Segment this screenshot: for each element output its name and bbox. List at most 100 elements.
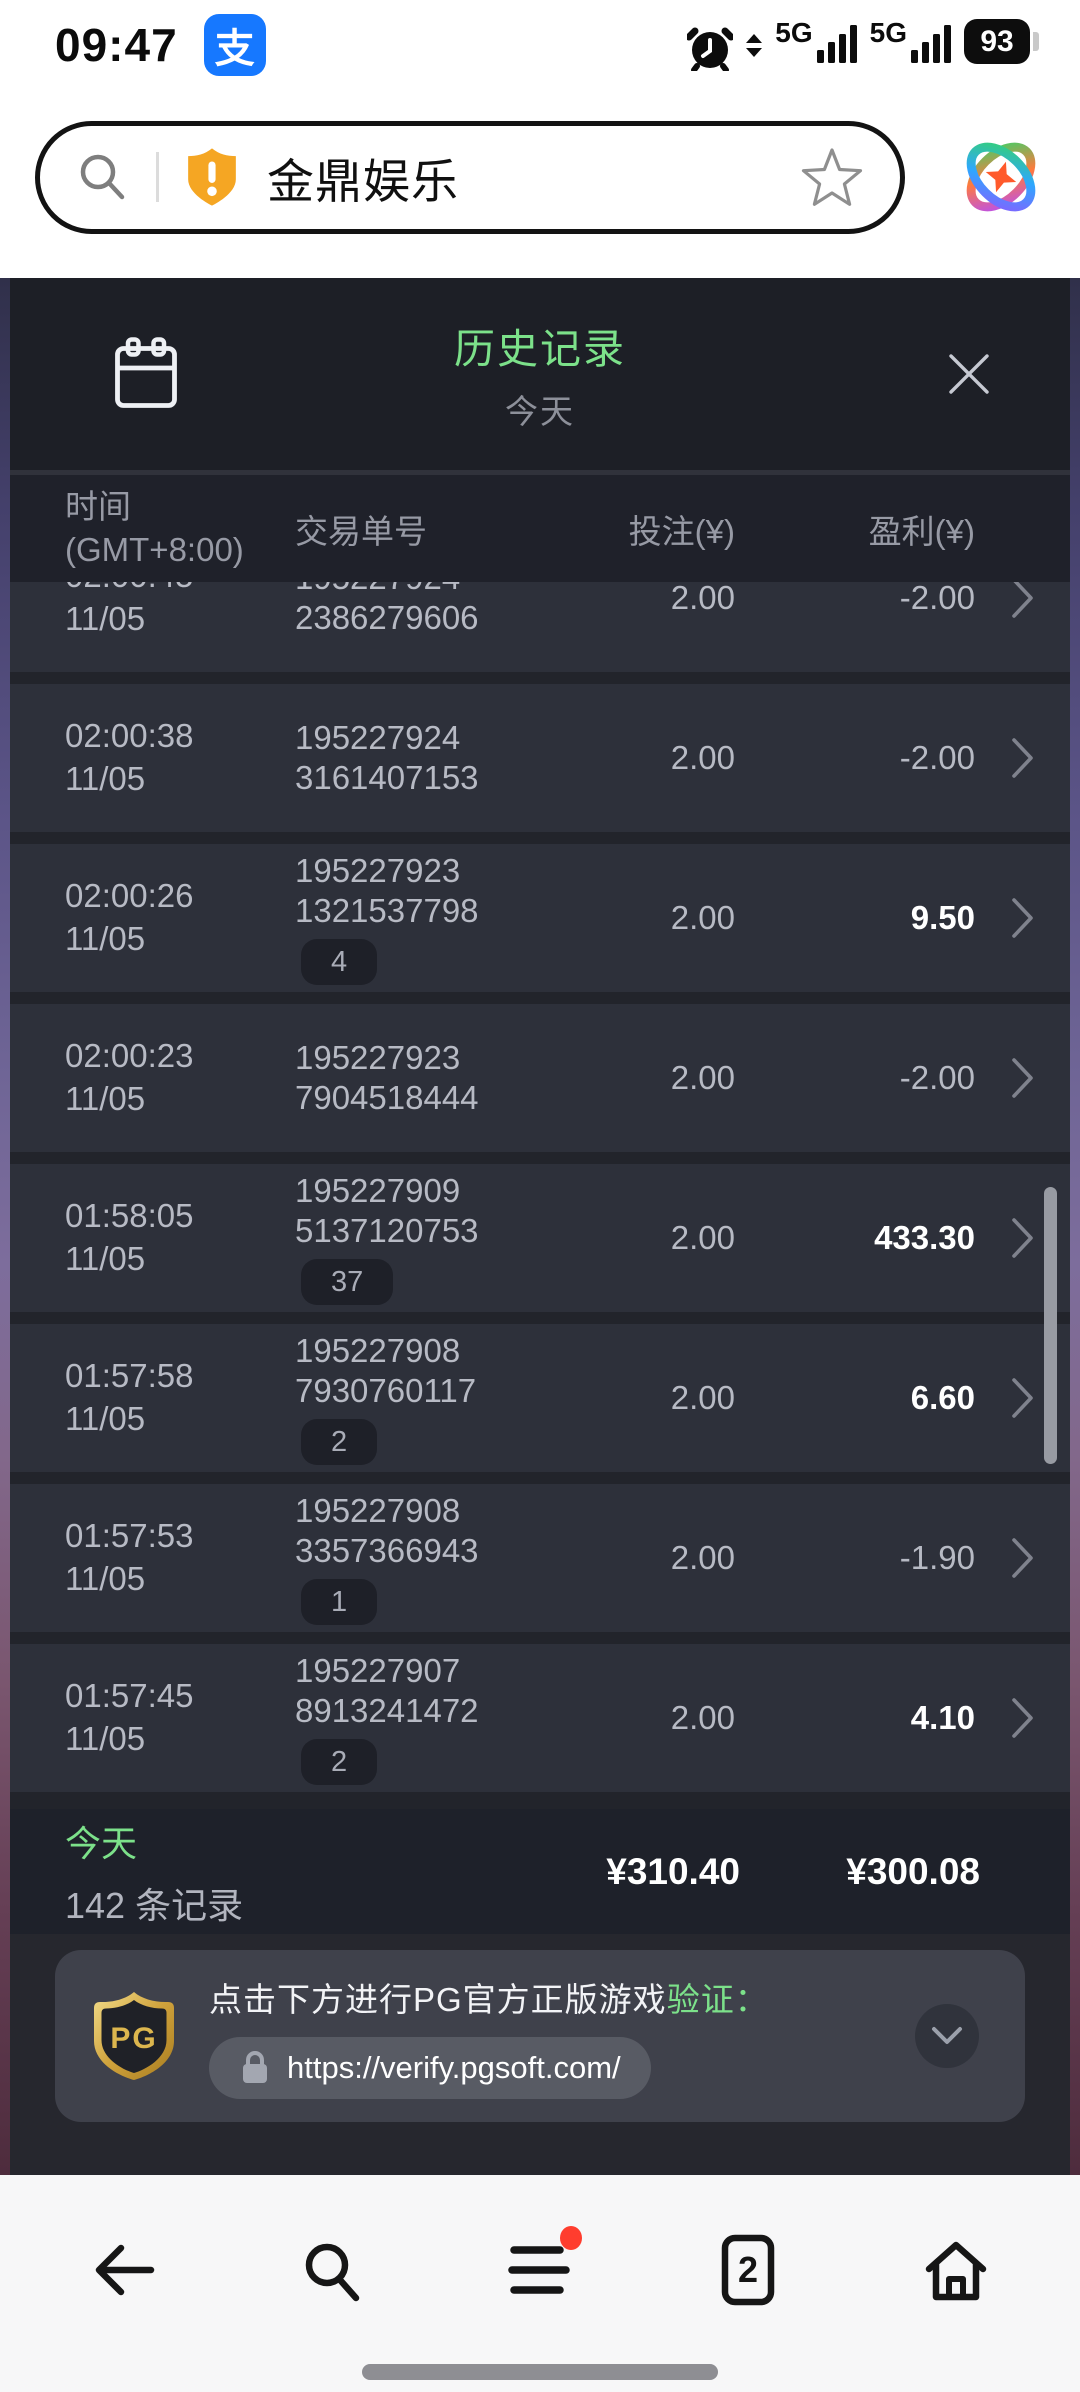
back-button[interactable] [88,2234,160,2306]
verify-url-chip[interactable]: https://verify.pgsoft.com/ [209,2037,651,2099]
row-time: 01:57:45 11/05 [65,1677,194,1757]
row-bet-amount: 2.00 [670,1539,735,1576]
summary-bar: 今天 142 条记录 ¥310.40 ¥300.08 [10,1809,1070,1934]
search-icon [76,150,130,204]
row-profit-amount: 4.10 [910,1699,975,1736]
browser-bottom-nav: 2 [0,2175,1080,2392]
alarm-icon [687,25,734,71]
pg-banner-text: 点击下方进行PG官方正版游戏验证： [209,1981,769,2018]
col-header-order: 交易单号 [295,512,427,550]
bookmark-star-icon[interactable] [800,146,864,208]
signal-1-icon: 5G [775,17,857,63]
verify-link[interactable]: 验证： [666,1981,769,2018]
table-column-headers: 时间 (GMT+8:00) 交易单号 投注(¥) 盈利(¥) [10,475,1070,582]
row-order-number: 195227908 3357366943 1 [295,1491,615,1626]
clock-time: 09:47 [55,19,178,71]
chevron-right-icon [1010,735,1036,781]
table-row[interactable]: 01:58:05 11/05 195227909 5137120753 37 2.0… [10,1164,1070,1312]
page-title-query[interactable]: 金鼎娱乐 [267,154,459,208]
col-header-time: 时间 (GMT+8:00) [65,488,244,568]
table-row[interactable]: 02:00:26 11/05 195227923 1321537798 4 2.00… [10,844,1070,992]
row-time: 02:00:23 11/05 [65,1037,194,1117]
chevron-right-icon [1010,582,1036,621]
row-profit-amount: -2.00 [899,1059,975,1096]
tabs-button[interactable]: 2 [712,2234,784,2306]
table-row[interactable]: 02:00:38 11/05 195227924 3161407153 2.00 -… [10,684,1070,832]
row-profit-amount: 433.30 [874,1219,975,1256]
table-row[interactable]: 01:57:58 11/05 195227908 7930760117 2 2.00… [10,1324,1070,1472]
banner-collapse-button[interactable] [915,2004,979,2068]
alipay-icon: 支 [203,14,266,76]
chevron-right-icon [1010,1535,1036,1581]
search-nav-button[interactable] [296,2234,368,2306]
header-divider [10,470,1070,475]
row-order-number: 195227908 7930760117 2 [295,1331,615,1466]
browser-toolbar: 金鼎娱乐 [0,90,1080,278]
scrollbar-thumb[interactable] [1044,1187,1057,1464]
summary-bet-total: ¥310.40 [606,1850,740,1892]
row-profit-amount: -2.00 [899,582,975,616]
summary-record-count: 142 条记录 [65,1884,244,1926]
status-icons: 5G 5G 93 [687,17,1039,71]
modal-subtitle: 今天 [505,393,575,430]
round-count-badge: 2 [301,1419,378,1466]
summary-profit-total: ¥300.08 [846,1850,980,1892]
menu-button[interactable] [504,2225,582,2306]
row-order-number: 195227923 1321537798 4 [295,851,615,986]
row-order-number: 195227924 3161407153 [295,718,479,796]
round-count-badge: 2 [301,1739,378,1786]
svg-text:PG: PG [110,2022,157,2055]
calendar-icon[interactable] [110,336,182,412]
chevron-right-icon [1010,1375,1036,1421]
chevron-right-icon [1010,1215,1036,1261]
row-profit-amount: -1.90 [899,1539,975,1576]
pg-shield-logo-icon: PG [89,1989,179,2083]
row-bet-amount: 2.00 [670,582,735,616]
browser-logo-icon[interactable] [949,125,1053,229]
home-button[interactable] [920,2234,992,2306]
row-profit-amount: -2.00 [899,739,975,776]
verify-url: https://verify.pgsoft.com/ [287,2050,621,2085]
row-profit-amount: 6.60 [910,1379,975,1416]
row-profit-amount: 9.50 [910,899,975,936]
table-row[interactable]: 02:00:23 11/05 195227923 7904518444 2.00 -… [10,1004,1070,1152]
row-order-number: 195227923 7904518444 [295,1038,479,1116]
network-arrows-icon [746,34,763,57]
close-icon[interactable] [940,345,998,403]
page-background: 历史记录 今天 时间 (GMT+8:00) 交易单号 投注(¥) 盈利(¥) [0,278,1080,2175]
status-bar: 09:47 支 5G 5G 93 [0,0,1080,90]
tab-count: 2 [737,2248,759,2290]
history-modal: 历史记录 今天 时间 (GMT+8:00) 交易单号 投注(¥) 盈利(¥) [10,278,1070,2175]
modal-footer: PG 点击下方进行PG官方正版游戏验证： https://verify.pgso… [10,1934,1070,2175]
row-time: 01:57:58 11/05 [65,1357,194,1437]
row-bet-amount: 2.00 [670,1379,735,1416]
col-header-profit: 盈利(¥) [868,512,975,550]
col-header-bet: 投注(¥) [628,512,735,550]
chevron-right-icon [1010,1055,1036,1101]
table-row[interactable]: 01:57:53 11/05 195227908 3357366943 1 2.00… [10,1484,1070,1632]
round-count-badge: 37 [301,1259,394,1306]
row-bet-amount: 2.00 [670,899,735,936]
row-time: 01:58:05 11/05 [65,1197,194,1277]
row-time: 01:57:53 11/05 [65,1517,194,1597]
row-bet-amount: 2.00 [670,739,735,776]
row-bet-amount: 2.00 [670,1699,735,1736]
home-indicator-bar[interactable] [362,2364,718,2380]
table-row[interactable]: 01:57:45 11/05 195227907 8913241472 2 2.00… [10,1644,1070,1792]
battery-indicator: 93 [964,19,1039,64]
address-bar-divider [156,152,159,202]
row-order-number: 1952279242386279606 [295,582,479,636]
modal-header: 历史记录 今天 [10,278,1070,470]
address-bar[interactable]: 金鼎娱乐 [35,120,905,234]
modal-title: 历史记录 [454,326,626,372]
row-time: 02:00:38 11/05 [65,717,194,797]
site-warning-shield-icon[interactable] [183,146,241,208]
pg-verify-banner[interactable]: PG 点击下方进行PG官方正版游戏验证： https://verify.pgso… [55,1950,1025,2122]
row-bet-amount: 2.00 [670,1059,735,1096]
row-order-number: 195227907 8913241472 2 [295,1651,615,1786]
lock-icon [239,2049,271,2087]
chevron-right-icon [1010,895,1036,941]
